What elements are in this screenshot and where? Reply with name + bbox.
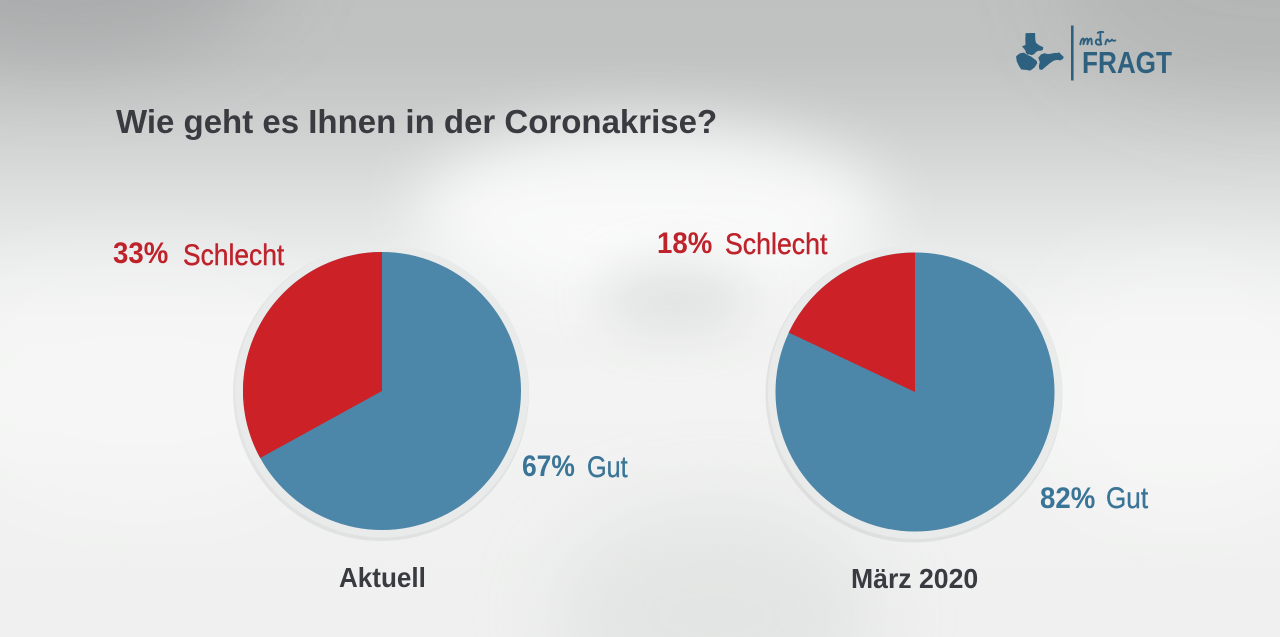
- svg-text:FRAGT: FRAGT: [1082, 46, 1172, 81]
